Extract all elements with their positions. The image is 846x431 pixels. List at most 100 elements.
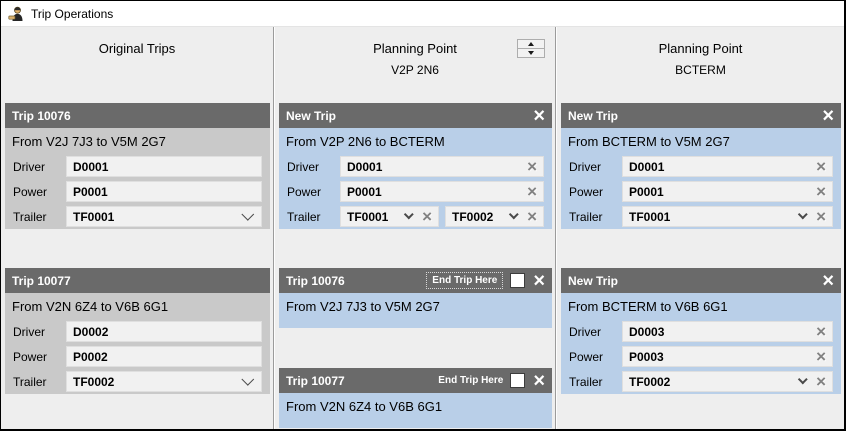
clear-driver-button[interactable]: × — [816, 157, 826, 176]
chevron-down-icon[interactable] — [403, 209, 414, 220]
trailer-row: Trailer TF0001 × — [561, 204, 841, 229]
driver-value: D0002 — [73, 324, 109, 339]
power-row: Power P0002 — [5, 344, 270, 369]
trailer-label: Trailer — [569, 374, 603, 389]
card-header: New Trip × — [561, 268, 841, 293]
card-body: From V2P 2N6 to BCTERM Driver D0001 × Po… — [279, 128, 552, 229]
card-new-trip-bcterm-2: New Trip × From BCTERM to V6B 6G1 Driver… — [561, 268, 841, 394]
end-trip-here-checkbox[interactable]: ✓ — [510, 273, 526, 288]
trailer-dropdown-1[interactable]: TF0001 × — [340, 206, 439, 227]
clear-trailer-button[interactable]: × — [422, 207, 432, 226]
driver-field[interactable]: D0001 — [66, 156, 262, 177]
card-original-trip-10076: Trip 10076 From V2J 7J3 to V5M 2G7 Drive… — [5, 103, 270, 229]
close-button[interactable]: × — [822, 104, 834, 127]
power-field[interactable]: P0001 × — [340, 181, 544, 202]
power-field[interactable]: P0002 — [66, 346, 262, 367]
power-field[interactable]: P0003 × — [622, 346, 833, 367]
column-original-trips: Original Trips Trip 10076 From V2J 7J3 t… — [1, 27, 274, 429]
chevron-down-icon[interactable] — [508, 209, 519, 220]
close-button[interactable]: × — [533, 269, 545, 292]
driver-row: Driver D0001 × — [279, 154, 552, 179]
planning-point-code: V2P 2N6 — [391, 63, 439, 77]
person-icon — [8, 6, 24, 22]
trailer-dropdown-2[interactable]: TF0002 × — [445, 206, 544, 227]
power-row: Power P0003 × — [561, 344, 841, 369]
power-field[interactable]: P0001 — [66, 181, 262, 202]
driver-field[interactable]: D0002 — [66, 321, 262, 342]
card-header: New Trip × — [279, 103, 552, 128]
chevron-down-icon[interactable] — [797, 374, 808, 385]
trailer-label: Trailer — [13, 374, 47, 389]
clear-driver-button[interactable]: × — [816, 322, 826, 341]
driver-value: D0001 — [73, 159, 109, 174]
card-body: From BCTERM to V6B 6G1 Driver D0003 × Po… — [561, 293, 841, 394]
trailer-row: Trailer TF0002 × — [561, 369, 841, 394]
driver-field[interactable]: D0001 × — [622, 156, 833, 177]
close-button[interactable]: × — [533, 369, 545, 392]
planning-point-spinner — [517, 39, 545, 58]
clear-power-button[interactable]: × — [816, 182, 826, 201]
card-header: New Trip × — [561, 103, 841, 128]
trailer-dropdown[interactable]: TF0001 × — [622, 206, 833, 227]
card-title: Trip 10076 — [286, 273, 345, 288]
trailer-combos: TF0001 × TF0002 × — [340, 206, 544, 227]
driver-field[interactable]: D0003 × — [622, 321, 833, 342]
end-trip-here-label: End Trip Here — [426, 272, 504, 289]
card-header: Trip 10077 — [5, 268, 270, 293]
clear-driver-button[interactable]: × — [527, 157, 537, 176]
column-planning-point-bcterm: Planning Point BCTERM New Trip × From BC… — [556, 27, 844, 429]
column-header-planning-point: Planning Point — [373, 41, 457, 56]
clear-trailer-button[interactable]: × — [816, 372, 826, 391]
driver-label: Driver — [287, 159, 319, 174]
spinner-down-button[interactable] — [517, 48, 545, 58]
trailer-label: Trailer — [569, 209, 603, 224]
chevron-down-icon[interactable] — [241, 373, 255, 386]
driver-field[interactable]: D0001 × — [340, 156, 544, 177]
route-text: From V2N 6Z4 to V6B 6G1 — [12, 298, 169, 314]
trailer-label: Trailer — [13, 209, 47, 224]
close-button[interactable]: × — [822, 269, 834, 292]
window-title: Trip Operations — [31, 6, 114, 21]
column-header-original-trips: Original Trips — [98, 41, 176, 56]
card-title: New Trip — [568, 108, 619, 123]
card-new-trip-bcterm-1: New Trip × From BCTERM to V5M 2G7 Driver… — [561, 103, 841, 229]
trailer-value: TF0001 — [629, 209, 671, 224]
close-button[interactable]: × — [533, 104, 545, 127]
trailer-row: Trailer TF0001 × TF0002 — [279, 204, 552, 229]
down-arrow-icon — [528, 51, 534, 55]
clear-power-button[interactable]: × — [527, 182, 537, 201]
trailer-dropdown[interactable]: TF0002 — [66, 371, 262, 392]
route-text: From V2N 6Z4 to V6B 6G1 — [286, 398, 443, 414]
route-text: From V2J 7J3 to V5M 2G7 — [286, 298, 440, 314]
card-trip-10077-planned: Trip 10077 End Trip Here ✓ × From V2N 6Z… — [279, 368, 552, 428]
end-trip-here-checkbox[interactable]: ✓ — [510, 373, 526, 388]
driver-value: D0001 — [629, 159, 665, 174]
chevron-down-icon[interactable] — [241, 208, 255, 221]
clear-trailer-button[interactable]: × — [527, 207, 537, 226]
driver-label: Driver — [13, 159, 45, 174]
main-area: Original Trips Trip 10076 From V2J 7J3 t… — [1, 27, 844, 429]
card-body: From V2J 7J3 to V5M 2G7 — [279, 293, 552, 328]
clear-trailer-button[interactable]: × — [816, 207, 826, 226]
trailer-dropdown[interactable]: TF0001 — [66, 206, 262, 227]
power-row: Power P0001 — [5, 179, 270, 204]
route-text: From V2J 7J3 to V5M 2G7 — [12, 133, 166, 149]
card-title: New Trip — [568, 273, 619, 288]
driver-row: Driver D0003 × — [561, 319, 841, 344]
driver-value: D0003 — [629, 324, 665, 339]
power-label: Power — [13, 184, 48, 199]
trailer-value: TF0001 — [73, 209, 115, 224]
power-field[interactable]: P0001 × — [622, 181, 833, 202]
power-value: P0001 — [629, 184, 664, 199]
chevron-down-icon[interactable] — [797, 209, 808, 220]
card-header: Trip 10077 End Trip Here ✓ × — [279, 368, 552, 393]
trailer-value: TF0002 — [73, 374, 115, 389]
card-title: Trip 10077 — [12, 273, 71, 288]
driver-row: Driver D0001 — [5, 154, 270, 179]
trailer-dropdown[interactable]: TF0002 × — [622, 371, 833, 392]
card-header: Trip 10076 End Trip Here ✓ × — [279, 268, 552, 293]
route-text: From V2P 2N6 to BCTERM — [286, 133, 445, 149]
clear-power-button[interactable]: × — [816, 347, 826, 366]
card-title: Trip 10076 — [12, 108, 71, 123]
power-value: P0001 — [73, 184, 108, 199]
